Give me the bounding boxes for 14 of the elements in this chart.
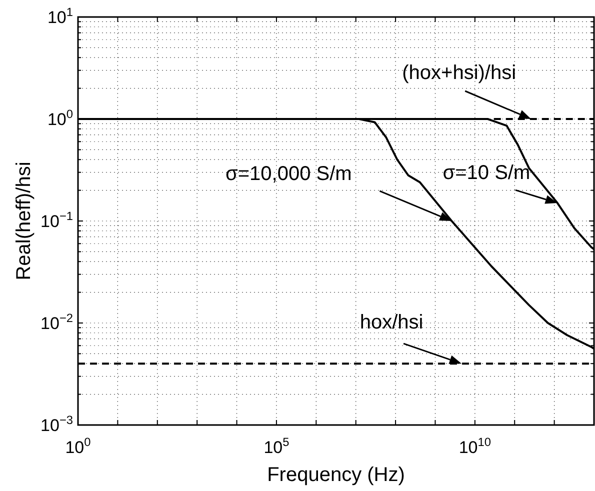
x-axis-title: Frequency (Hz) [267, 464, 405, 486]
y-tick-label: 10$^{1}$ [47, 5, 74, 27]
y-axis-title: Real(heff)/hsi [13, 162, 35, 280]
y-tick-label: 10$^{−3}$ [40, 413, 74, 435]
x-tick-label: 10$^{10}$ [458, 435, 492, 457]
y-tick-label: 10$^{0}$ [47, 107, 74, 129]
series-label: (hox+hsi)/hsi [402, 62, 516, 84]
x-tick-label: 10$^{0}$ [65, 435, 92, 457]
series-label: σ=10 S/m [442, 162, 530, 184]
y-tick-label: 10$^{−2}$ [40, 311, 74, 333]
y-tick-label: 10$^{−1}$ [40, 209, 74, 231]
series-label: hox/hsi [360, 312, 424, 334]
text: σ=10,000 S/m [226, 163, 352, 185]
x-tick-label: 10$^{5}$ [264, 435, 290, 457]
